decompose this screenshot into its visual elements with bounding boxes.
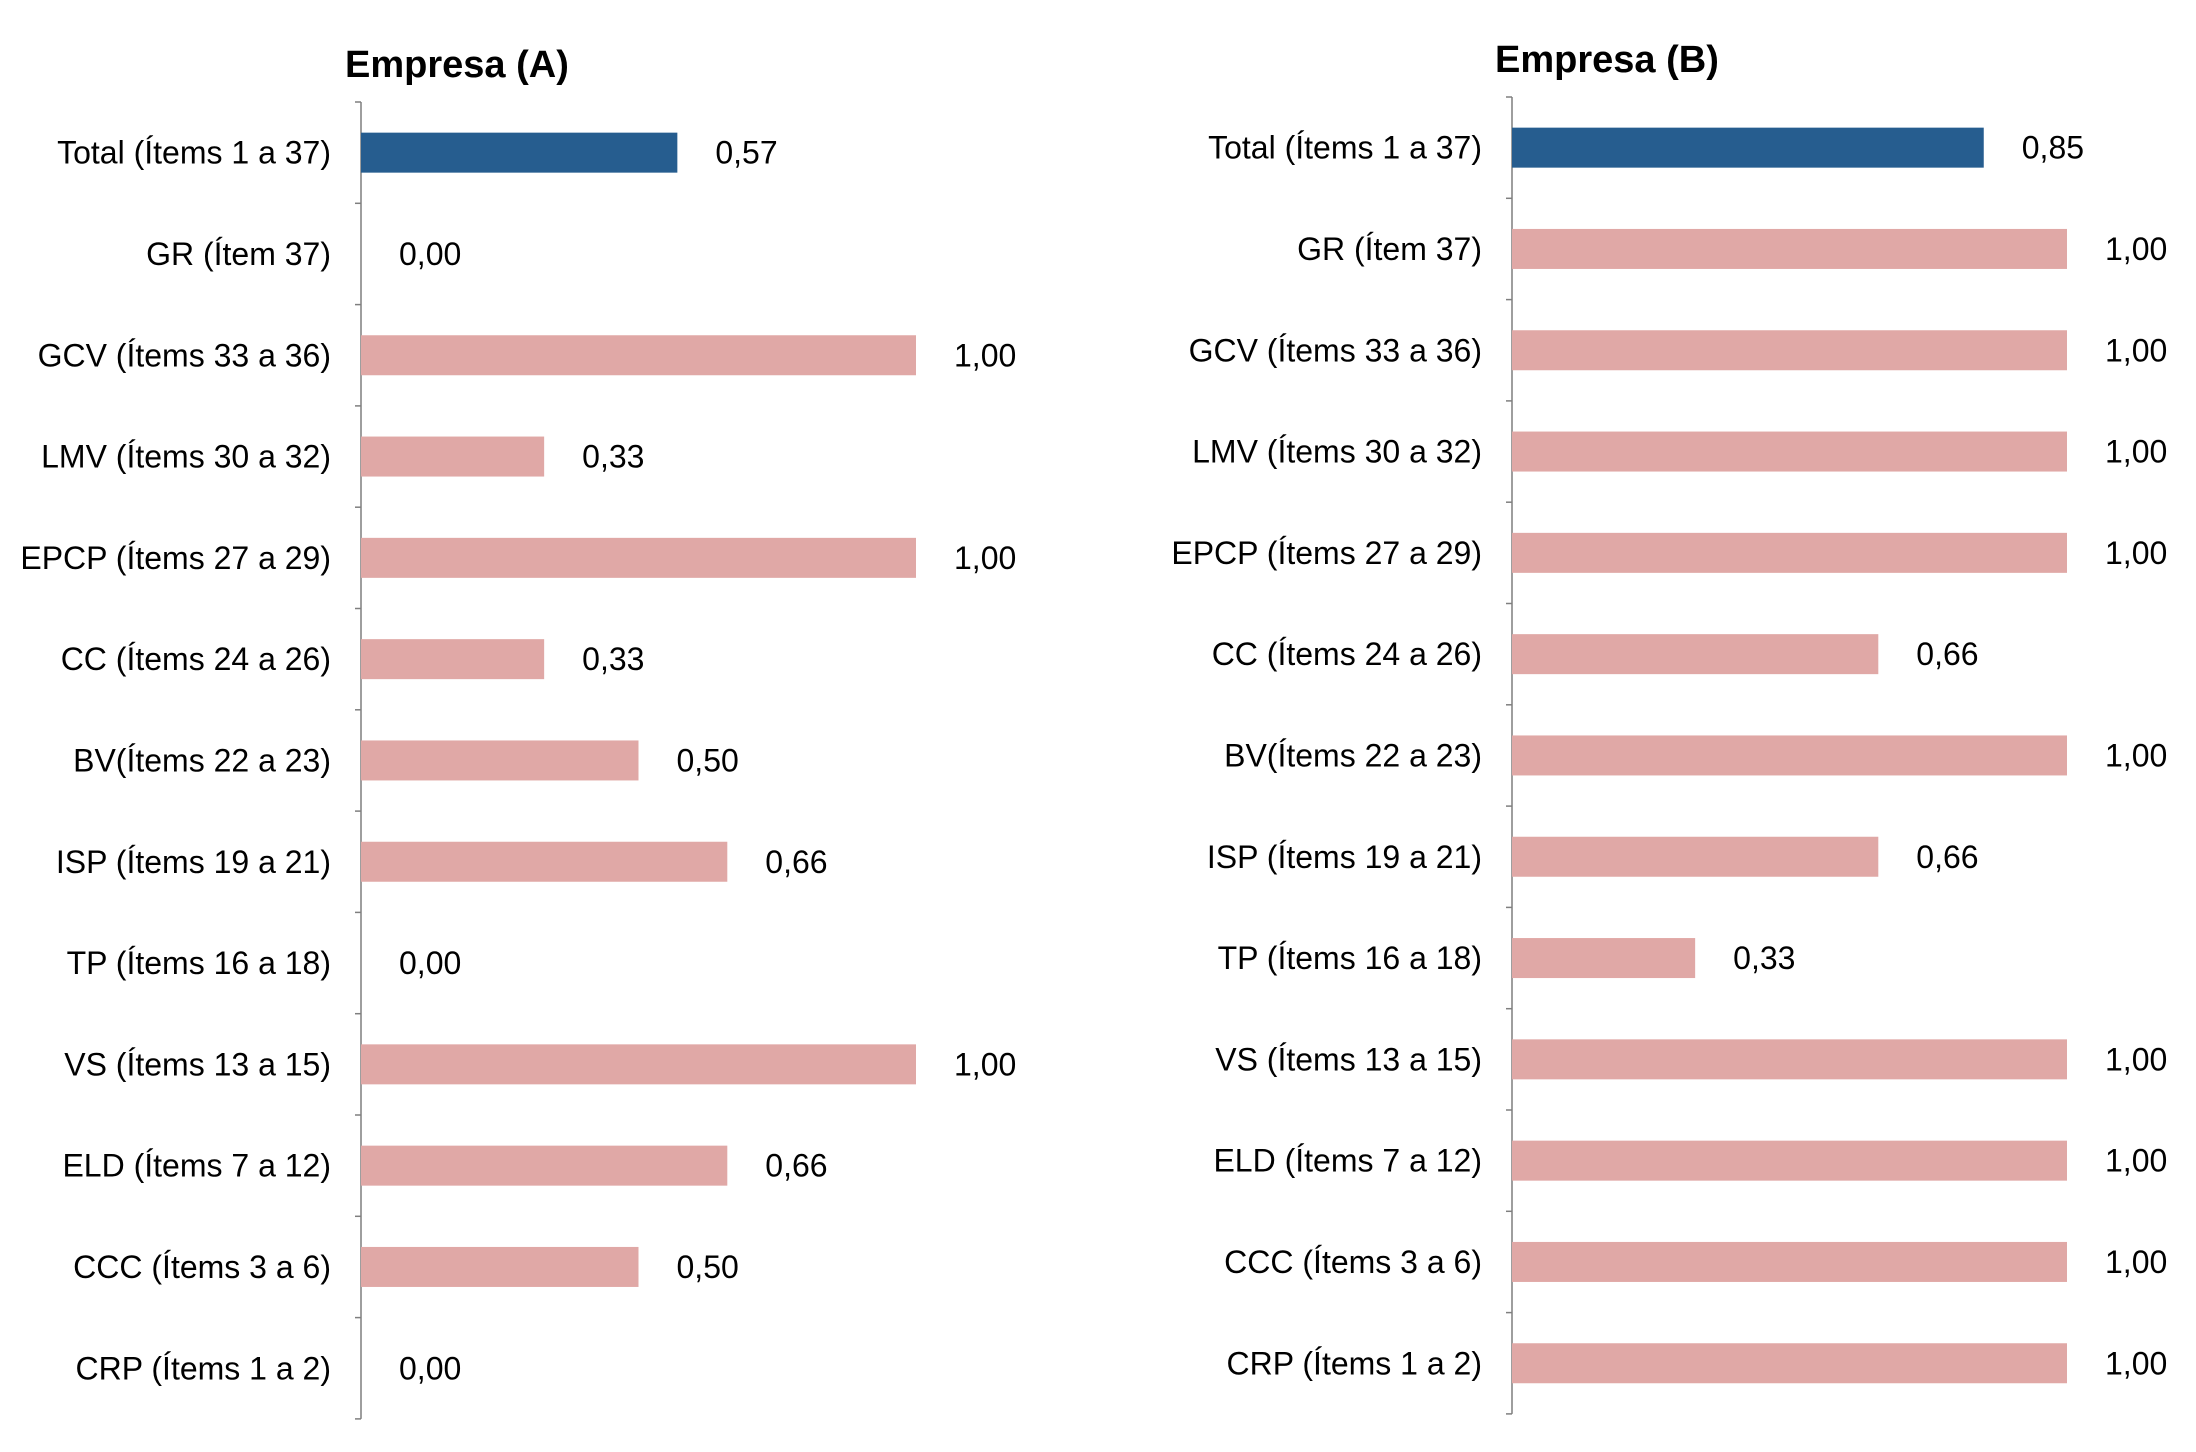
data-label: 1,00: [954, 1046, 1016, 1082]
data-label: 0,00: [399, 236, 461, 272]
category-label: CC (Ítems 24 a 26): [61, 641, 331, 677]
data-label: 0,85: [2022, 130, 2084, 166]
data-label: 0,50: [677, 742, 739, 778]
bar: [361, 436, 545, 477]
bar: [361, 1044, 916, 1085]
data-label: 0,33: [582, 641, 644, 677]
category-label: CRP (Ítems 1 a 2): [76, 1350, 331, 1386]
data-label: 1,00: [2105, 1244, 2167, 1280]
category-label: TP (Ítems 16 a 18): [67, 945, 331, 981]
data-label: 0,57: [715, 135, 777, 171]
category-label: CCC (Ítems 3 a 6): [1224, 1244, 1482, 1280]
category-label: BV(Ítems 22 a 23): [73, 742, 331, 778]
bar: [1512, 228, 2067, 269]
bar: [361, 841, 728, 882]
data-label: 0,33: [582, 439, 644, 475]
bar: [361, 335, 916, 376]
category-label: LMV (Ítems 30 a 32): [41, 439, 331, 475]
bar: [361, 537, 916, 578]
bar: [1512, 836, 1879, 877]
bar: [1512, 1241, 2067, 1282]
bar: [1512, 1343, 2067, 1384]
category-label: Total (Ítems 1 a 37): [57, 135, 331, 171]
data-label: 1,00: [2105, 1143, 2167, 1179]
chart-title: Empresa (A): [345, 44, 569, 86]
bar: [361, 132, 678, 173]
bar: [361, 1145, 728, 1186]
data-label: 0,50: [677, 1249, 739, 1285]
bar: [361, 639, 545, 680]
data-label: 0,00: [399, 945, 461, 981]
category-label: ELD (Ítems 7 a 12): [62, 1148, 331, 1184]
category-label: EPCP (Ítems 27 a 29): [20, 540, 331, 576]
data-label: 1,00: [2105, 434, 2167, 470]
bar: [1512, 735, 2067, 776]
data-label: 0,66: [1916, 636, 1978, 672]
bar: [1512, 431, 2067, 472]
category-label: ISP (Ítems 19 a 21): [1207, 839, 1482, 875]
category-label: Total (Ítems 1 a 37): [1208, 130, 1482, 166]
data-label: 1,00: [2105, 1345, 2167, 1381]
category-label: ISP (Ítems 19 a 21): [56, 844, 331, 880]
category-label: TP (Ítems 16 a 18): [1218, 940, 1482, 976]
data-label: 0,00: [399, 1350, 461, 1386]
data-label: 1,00: [2105, 737, 2167, 773]
bar: [1512, 634, 1879, 675]
data-label: 1,00: [954, 337, 1016, 373]
data-label: 1,00: [954, 540, 1016, 576]
chart-title: Empresa (B): [1495, 39, 1719, 81]
bar: [1512, 1140, 2067, 1181]
bar: [1512, 532, 2067, 573]
bar: [361, 740, 639, 781]
bar: [361, 1246, 639, 1287]
data-label: 0,66: [1916, 839, 1978, 875]
category-label: CCC (Ítems 3 a 6): [73, 1249, 331, 1285]
chart-panel-empresa-a: Empresa (A) Total (Ítems 1 a 37) 0,57 GR (…: [20, 44, 1016, 1420]
category-label: BV(Ítems 22 a 23): [1224, 737, 1482, 773]
category-label: ELD (Ítems 7 a 12): [1213, 1143, 1482, 1179]
category-label: GCV (Ítems 33 a 36): [1189, 332, 1482, 368]
data-label: 1,00: [2105, 535, 2167, 571]
bar: [1512, 330, 2067, 371]
data-label: 1,00: [2105, 1041, 2167, 1077]
category-label: GCV (Ítems 33 a 36): [38, 337, 331, 373]
bar: [1512, 127, 1984, 168]
data-label: 0,66: [765, 1148, 827, 1184]
data-label: 1,00: [2105, 231, 2167, 267]
category-label: GR (Ítem 37): [1297, 231, 1482, 267]
category-label: LMV (Ítems 30 a 32): [1192, 434, 1482, 470]
bar: [1512, 938, 1696, 979]
data-label: 0,66: [765, 844, 827, 880]
category-label: CC (Ítems 24 a 26): [1212, 636, 1482, 672]
data-label: 0,33: [1733, 940, 1795, 976]
chart-panel-empresa-b: Empresa (B) Total (Ítems 1 a 37) 0,85 GR (…: [1171, 39, 2167, 1415]
category-label: VS (Ítems 13 a 15): [1215, 1041, 1482, 1077]
data-label: 1,00: [2105, 332, 2167, 368]
bar: [1512, 1039, 2067, 1080]
category-label: EPCP (Ítems 27 a 29): [1171, 535, 1482, 571]
category-label: GR (Ítem 37): [146, 236, 331, 272]
category-label: VS (Ítems 13 a 15): [64, 1046, 331, 1082]
category-label: CRP (Ítems 1 a 2): [1227, 1345, 1482, 1381]
